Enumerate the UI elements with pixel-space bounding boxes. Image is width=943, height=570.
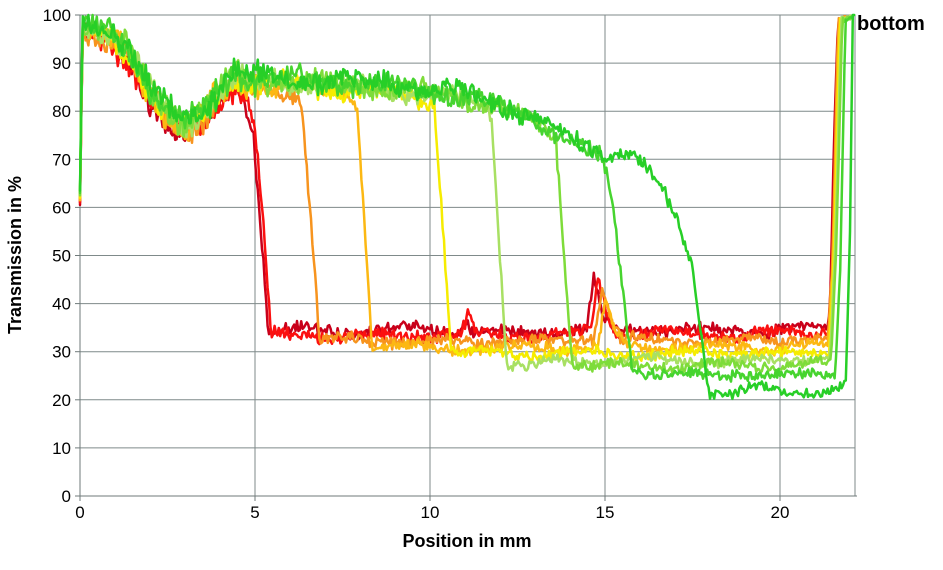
x-tick-label-20: 20	[771, 503, 790, 522]
axes	[75, 14, 857, 501]
series-6-yellow-green-line	[78, 14, 852, 372]
series-5-yellow-line	[78, 16, 852, 363]
y-tick-label-90: 90	[52, 54, 71, 73]
y-tick-label-70: 70	[52, 150, 71, 169]
series-4-amber-line	[78, 16, 850, 358]
y-tick-label-50: 50	[52, 247, 71, 266]
y-tick-label-20: 20	[52, 391, 71, 410]
series-2-red-line	[78, 16, 852, 346]
tick-labels: 0 5 10 15 20 0 10 20 30 40 50 60 70 80 90 100	[43, 6, 790, 522]
series-9-bright-green-line	[78, 13, 856, 401]
series-3-orange-line	[78, 14, 850, 351]
y-tick-label-40: 40	[52, 295, 71, 314]
y-tick-label-60: 60	[52, 198, 71, 217]
gridlines	[80, 14, 856, 496]
y-tick-label-100: 100	[43, 6, 71, 25]
series-group-annotation: bottom	[857, 13, 925, 35]
y-tick-label-10: 10	[52, 439, 71, 458]
y-tick-label-80: 80	[52, 102, 71, 121]
y-axis-title: Transmission in %	[5, 176, 25, 334]
x-tick-label-10: 10	[421, 503, 440, 522]
x-axis-title: Position in mm	[402, 531, 531, 551]
y-tick-label-0: 0	[62, 487, 71, 506]
data-series	[78, 13, 856, 401]
x-tick-label-15: 15	[596, 503, 615, 522]
x-tick-label-5: 5	[250, 503, 259, 522]
series-1-dark-red-line	[78, 16, 849, 341]
y-tick-label-30: 30	[52, 343, 71, 362]
x-tick-label-0: 0	[75, 503, 84, 522]
